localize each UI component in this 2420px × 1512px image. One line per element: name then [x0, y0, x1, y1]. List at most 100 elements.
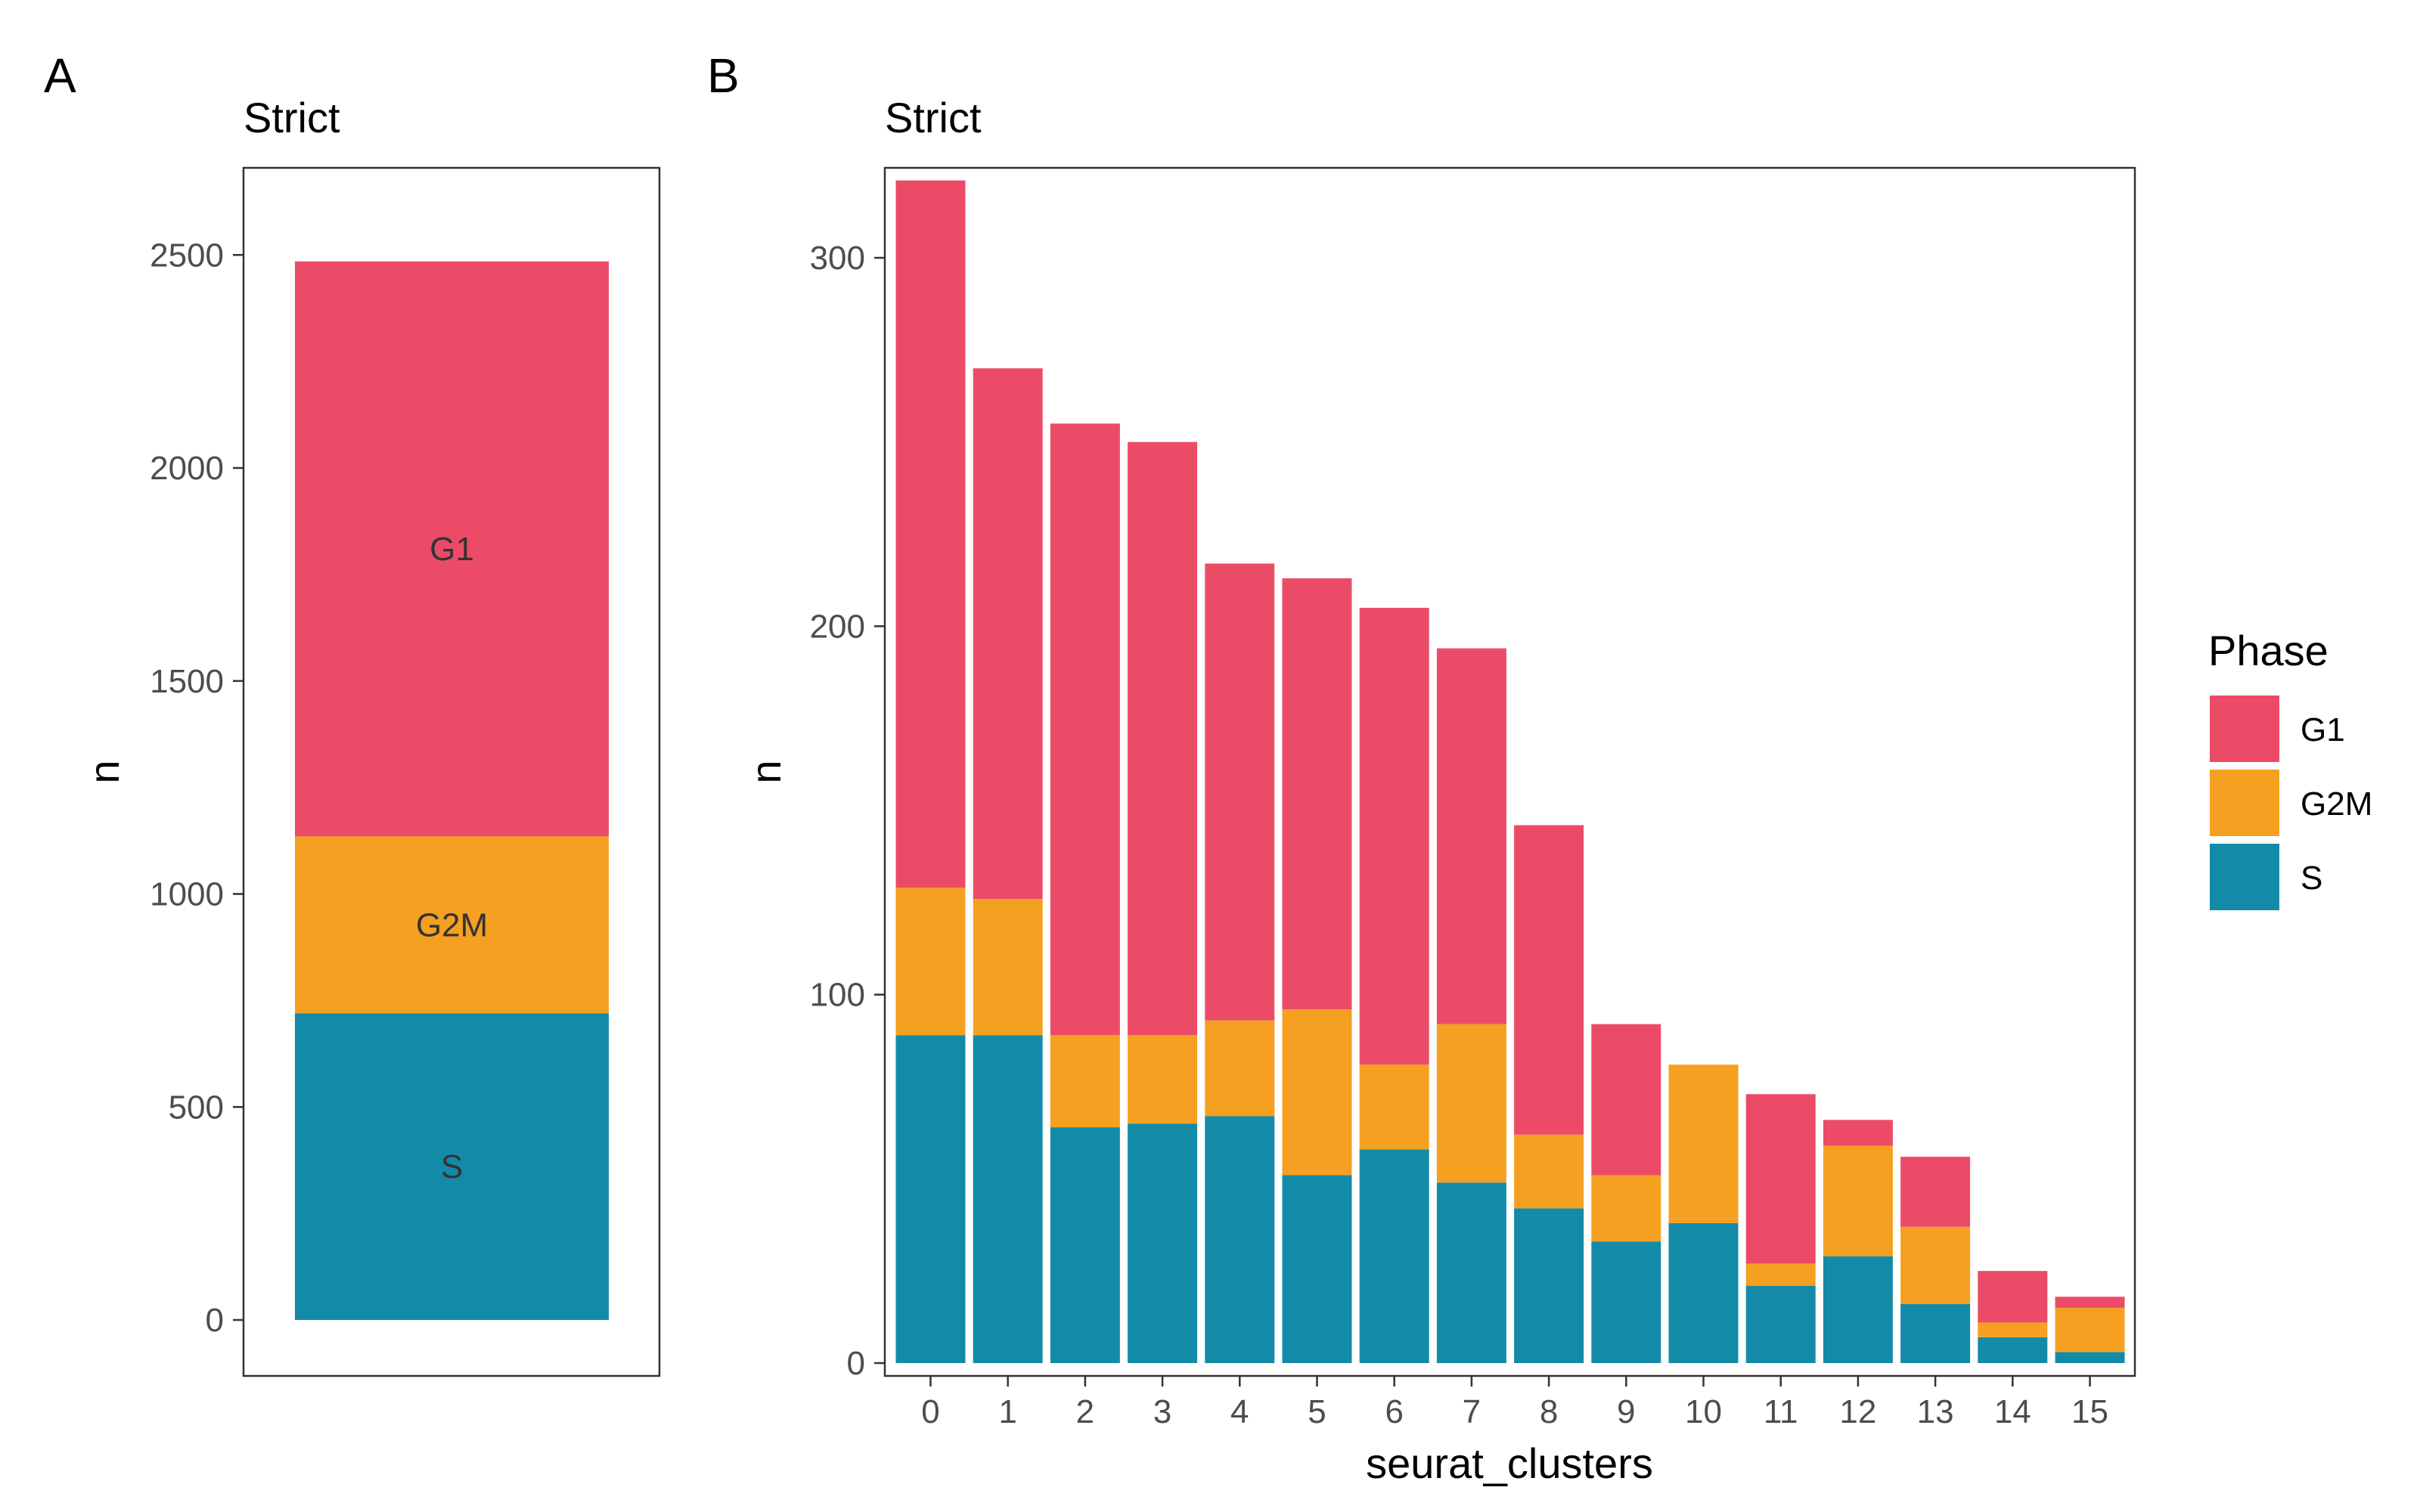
panel-b-x-tick-label: 4: [1230, 1393, 1249, 1430]
panel-b-x-tick-label: 13: [1917, 1393, 1954, 1430]
panel-b-bar-14-g2m: [1978, 1322, 2048, 1337]
panel-b-bar-11-s: [1745, 1285, 1816, 1363]
panel-b-title: Strict: [885, 94, 982, 141]
panel-b-bar-7-g2m: [1436, 1024, 1506, 1183]
panel-b-bar-5-g1: [1282, 578, 1352, 1010]
panel-b-bar-8-s: [1514, 1208, 1584, 1363]
panel-b-bar-4-g2m: [1205, 1020, 1275, 1117]
panel-b-bar-14-g1: [1978, 1271, 2048, 1323]
panel-b-x-tick-label: 15: [2071, 1393, 2108, 1430]
legend-key-s: [2210, 844, 2279, 910]
panel-b-x-ticks: 0 1 2 3 4 5 6 7 8 9 10 11 12 13 14 15: [921, 1376, 2108, 1430]
panel-b-x-tick-label: 11: [1764, 1393, 1798, 1430]
panel-b-bar-14-s: [1978, 1337, 2048, 1363]
panel-b-bars: [895, 180, 2125, 1363]
panel-b-bar-1-g2m: [973, 898, 1043, 1036]
panel-b-bar-9-s: [1591, 1241, 1661, 1363]
panel-b-bar-10-g2m: [1668, 1064, 1739, 1223]
legend-label-g2m: G2M: [2301, 785, 2372, 823]
legend-title: Phase: [2208, 627, 2328, 674]
panel-b-bar-6-s: [1359, 1149, 1429, 1363]
panel-b-bar-6-g2m: [1359, 1064, 1429, 1150]
panel-a-segment-label-g2m: G2M: [416, 906, 488, 943]
legend-items: G1 G2M S: [2210, 696, 2372, 910]
panel-a-bars: [295, 261, 609, 1320]
panel-b-frame: [883, 166, 2136, 1377]
panel-a-y-tick-label: 500: [169, 1089, 224, 1126]
panel-b-bar-13-g1: [1900, 1157, 1971, 1227]
panel-a-bar-g2m: [295, 836, 609, 1014]
panel-b-x-tick-label: 3: [1153, 1393, 1171, 1430]
panel-b-bar-6-g1: [1359, 607, 1429, 1065]
panel-a-segment-labels: S G2M G1: [416, 531, 488, 1185]
panel-b-bar-0-g2m: [895, 888, 966, 1036]
panel-b-bar-0-s: [895, 1035, 966, 1363]
panel-a-y-ticks: 0 500 1000 1500 2000 2500: [150, 237, 244, 1339]
panel-b-x-tick-label: 2: [1076, 1393, 1094, 1430]
panel-b-bar-3-g1: [1128, 442, 1198, 1036]
panel-b-bar-0-g1: [895, 180, 966, 888]
panel-b-bar-2-s: [1050, 1127, 1120, 1363]
panel-b-y-tick-label: 0: [847, 1345, 865, 1382]
panel-b-bar-9-g1: [1591, 1024, 1661, 1176]
panel-b-bar-12-g2m: [1823, 1145, 1893, 1256]
panel-letter-b: B: [707, 48, 740, 103]
panel-b-bar-13-s: [1900, 1304, 1971, 1363]
panel-b-y-tick-label: 300: [810, 240, 865, 277]
panel-b-x-tick-label: 9: [1617, 1393, 1635, 1430]
panel-a-segment-label-g1: G1: [430, 531, 474, 568]
panel-b-bar-4-s: [1205, 1116, 1275, 1363]
panel-letter-a: A: [44, 48, 76, 103]
panel-b-bar-4-g1: [1205, 563, 1275, 1021]
panel-a-segment-label-s: S: [441, 1148, 463, 1185]
panel-a-y-tick-label: 1500: [150, 663, 224, 700]
panel-b-bar-15-s: [2055, 1352, 2125, 1363]
panel-b-x-tick-label: 14: [1994, 1393, 2031, 1430]
panel-b-x-axis-title: seurat_clusters: [1366, 1439, 1653, 1487]
panel-a-bar-s: [295, 1013, 609, 1320]
panel-b-x-tick-label: 1: [998, 1393, 1016, 1430]
panel-b-bar-9-g2m: [1591, 1175, 1661, 1242]
panel-b-y-tick-label: 100: [810, 977, 865, 1014]
legend-key-g1: [2210, 696, 2279, 762]
panel-a-frame: [242, 166, 661, 1377]
panel-b-bar-3-s: [1128, 1123, 1198, 1363]
panel-b-bar-7-g1: [1436, 648, 1506, 1024]
panel-b-bar-3-g2m: [1128, 1035, 1198, 1124]
panel-b-x-tick-label: 5: [1308, 1393, 1326, 1430]
panel-b-x-tick-label: 8: [1540, 1393, 1558, 1430]
panel-b-bar-1-s: [973, 1035, 1043, 1363]
panel-b-bar-2-g1: [1050, 423, 1120, 1036]
panel-b-bar-1-g1: [973, 368, 1043, 899]
panel-b-bar-12-s: [1823, 1256, 1893, 1363]
panel-b-x-tick-label: 6: [1385, 1393, 1403, 1430]
panel-a-y-tick-label: 1000: [150, 876, 224, 913]
panel-b-y-tick-label: 200: [810, 608, 865, 645]
panel-a: A Strict S G2M G1 0 500 1000 1500 2000 2500 n: [44, 48, 661, 1377]
panel-b-bar-8-g1: [1514, 825, 1584, 1135]
panel-b-bar-15-g2m: [2055, 1307, 2125, 1352]
panel-b-x-tick-label: 10: [1685, 1393, 1722, 1430]
legend: Phase G1 G2M S: [2208, 627, 2372, 910]
panel-b-y-axis-title: n: [742, 760, 790, 783]
panel-a-title: Strict: [244, 94, 340, 141]
panel-b-x-tick-label: 12: [1839, 1393, 1876, 1430]
panel-a-y-tick-label: 2000: [150, 450, 224, 487]
panel-b-bar-5-s: [1282, 1175, 1352, 1363]
panel-b-bar-2-g2m: [1050, 1035, 1120, 1128]
panel-b-bar-8-g2m: [1514, 1134, 1584, 1209]
panel-b-bar-11-g1: [1745, 1094, 1816, 1264]
panel-b-x-tick-label: 7: [1463, 1393, 1481, 1430]
panel-a-y-tick-label: 2500: [150, 237, 224, 274]
legend-label-g1: G1: [2301, 711, 2345, 748]
panel-b-y-ticks: 0 100 200 300: [810, 240, 885, 1382]
panel-b-bar-12-g1: [1823, 1120, 1893, 1146]
panel-a-y-axis-title: n: [80, 760, 128, 783]
panel-b-bar-7-s: [1436, 1182, 1506, 1363]
panel-a-bar-g1: [295, 261, 609, 837]
panel-b-bar-5-g2m: [1282, 1009, 1352, 1176]
panel-b-bar-15-g1: [2055, 1297, 2125, 1308]
panel-b-bar-10-s: [1668, 1222, 1739, 1363]
